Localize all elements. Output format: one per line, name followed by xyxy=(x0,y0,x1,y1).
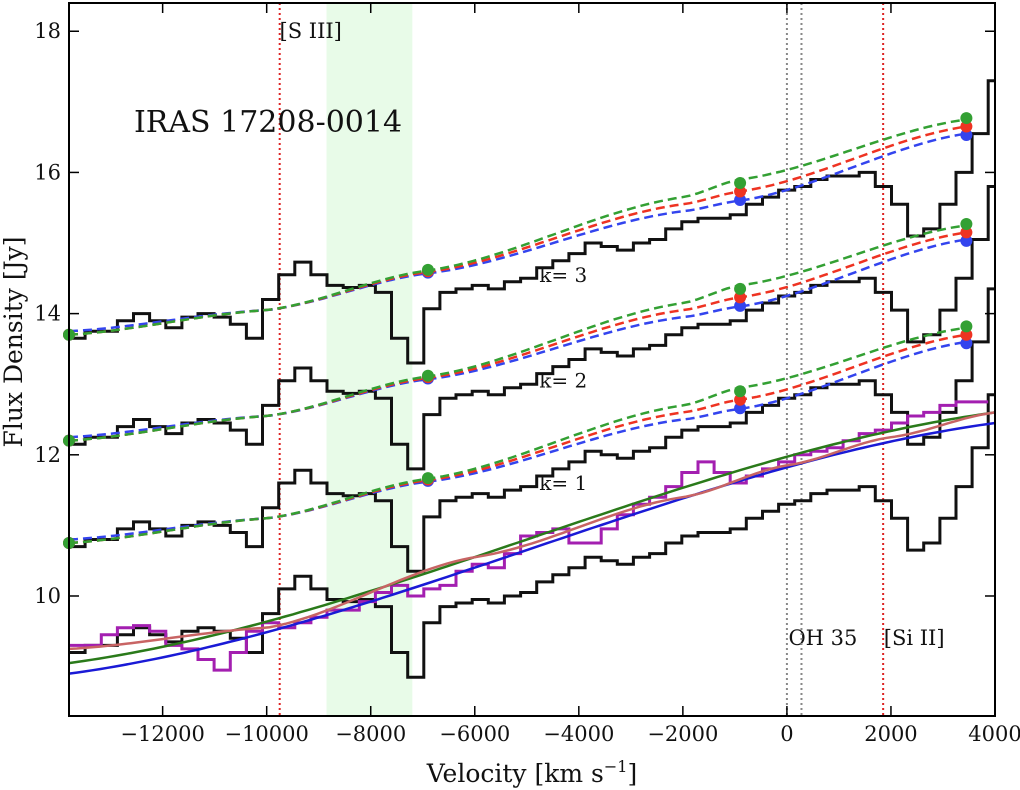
anchor-point-2-3-2 xyxy=(960,320,973,333)
spectrum-step-0 xyxy=(69,393,995,679)
anchor-point-2-2-0 xyxy=(734,402,747,415)
anchor-point-0-3-1 xyxy=(960,120,973,133)
order-label-1: k= 2 xyxy=(539,369,587,393)
anchor-point-2-1-2 xyxy=(421,472,434,485)
anchor-point-0-2-0 xyxy=(734,193,747,206)
plot-content: [S III] [Si II] OH 35 k= 3 k= 2 k= 1 xyxy=(63,3,996,716)
anchor-point-1-2-1 xyxy=(734,291,747,304)
x-tick-label-5: −2000 xyxy=(647,722,718,746)
x-tick-label-6: 0 xyxy=(780,722,793,746)
spectrum-step-3 xyxy=(69,79,995,365)
anchor-point-2-2-2 xyxy=(734,385,747,398)
x-tick-label-2: −8000 xyxy=(335,722,406,746)
y-tick-label-1: 12 xyxy=(34,443,61,467)
y-axis-label: Flux Density [Jy] xyxy=(0,236,28,447)
x-tick-label-8: 4000 xyxy=(968,722,1020,746)
x-axis-label: Velocity [km s−1] xyxy=(426,757,637,788)
x-tick-label-3: −6000 xyxy=(439,722,510,746)
spectrum-step-2 xyxy=(69,185,995,471)
anchor-point-0-2-2 xyxy=(734,177,747,190)
line-marker-label-2: OH 35 xyxy=(788,626,857,650)
x-axis-label-close: ] xyxy=(627,759,637,788)
y-tick-label-3: 16 xyxy=(34,160,61,184)
plot-background xyxy=(326,3,413,716)
anchor-point-1-3-1 xyxy=(960,226,973,239)
y-tick-label-0: 10 xyxy=(34,584,61,608)
baseline-fit-1 xyxy=(68,411,996,665)
axes: −12000 −10000 −8000 −6000 −4000 −2000 0 2000 400… xyxy=(34,2,1020,746)
magenta-spectrum xyxy=(69,400,989,672)
order-label-0: k= 3 xyxy=(539,263,587,287)
x-tick-label-0: −12000 xyxy=(120,722,204,746)
poly-fit-0-2 xyxy=(68,118,967,337)
x-axis-label-main: Velocity [km s xyxy=(426,759,604,788)
anchor-point-1-3-2 xyxy=(960,217,973,230)
baseline-fit-2 xyxy=(68,411,996,651)
excluded-region-band xyxy=(326,3,413,716)
anchor-point-2-2-1 xyxy=(734,393,747,406)
line-marker-label-1: [Si II] xyxy=(884,626,945,650)
poly-fit-1-2 xyxy=(68,224,967,442)
poly-fit-0-0 xyxy=(68,132,967,333)
anchor-point-0-3-2 xyxy=(960,112,973,125)
poly-fit-2-2 xyxy=(68,326,967,545)
object-label: IRAS 17208-0014 xyxy=(134,105,402,140)
anchor-point-0-1-2 xyxy=(421,263,434,276)
anchor-point-2-3-0 xyxy=(960,337,973,350)
anchor-point-1-2-0 xyxy=(734,299,747,312)
order-label-2: k= 1 xyxy=(539,471,587,495)
x-axis-label-unit-exponent: −1 xyxy=(604,757,628,776)
anchor-point-0-3-0 xyxy=(960,129,973,142)
anchor-point-1-3-0 xyxy=(960,234,973,247)
y-tick-label-4: 18 xyxy=(34,19,61,43)
poly-fit-2-0 xyxy=(68,340,967,541)
y-tick-label-2: 14 xyxy=(34,302,61,326)
spectrum-step-1 xyxy=(69,287,995,573)
anchor-point-0-2-1 xyxy=(734,185,747,198)
plot-frame xyxy=(68,2,996,717)
x-tick-label-4: −4000 xyxy=(543,722,614,746)
x-tick-label-1: −10000 xyxy=(224,722,308,746)
anchor-point-2-3-1 xyxy=(960,328,973,341)
line-marker-label-0: [S III] xyxy=(280,19,342,43)
baseline-fit-0 xyxy=(68,421,996,675)
anchor-point-1-1-2 xyxy=(421,369,434,382)
poly-fit-1-0 xyxy=(68,238,967,439)
anchor-point-1-2-2 xyxy=(734,282,747,295)
x-tick-label-7: 2000 xyxy=(864,722,917,746)
